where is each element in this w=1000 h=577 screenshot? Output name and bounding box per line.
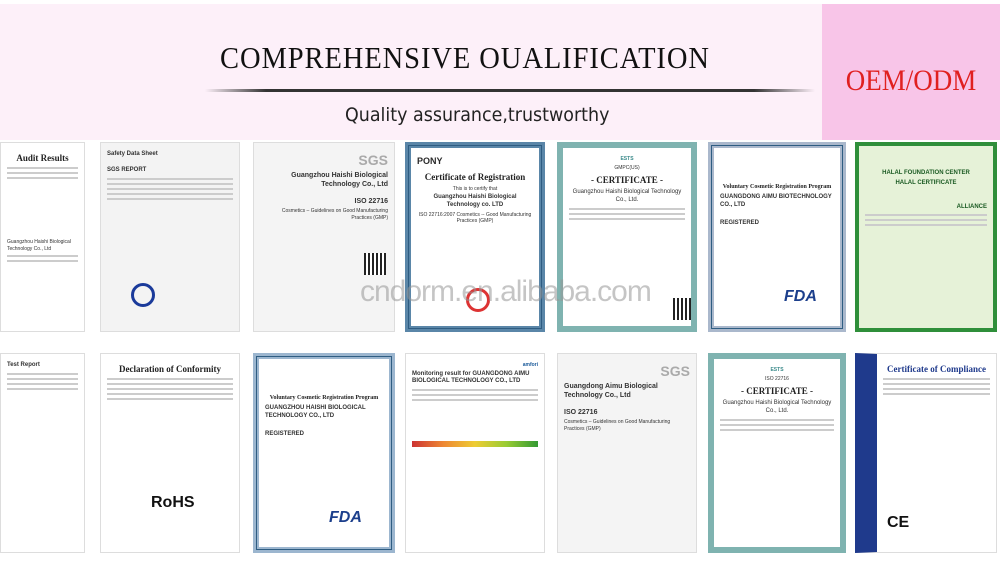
header-banner: COMPREHENSIVE OUALIFICATION Quality assu…: [0, 4, 822, 140]
cert-title: - CERTIFICATE -: [590, 175, 664, 185]
certificate-ests-gmpc: ESTS GMPC(US) - CERTIFICATE - Guangzhou …: [557, 142, 697, 332]
cert-status: REGISTERED: [265, 430, 305, 437]
cert-title: Audit Results: [16, 153, 69, 163]
title-divider: [205, 89, 815, 92]
oem-odm-label: OEM/ODM: [845, 64, 977, 97]
cert-scope: Cosmetics – Guidelines on Good Manufactu…: [564, 419, 671, 432]
rating-bar: [412, 441, 538, 448]
cert-company: Guangzhou Haishi Biological Technology c…: [433, 194, 517, 208]
page-title: COMPREHENSIVE OUALIFICATION: [220, 40, 710, 75]
qr-code-icon: [673, 298, 691, 320]
cert-title: Voluntary Cosmetic Registration Program: [722, 184, 832, 190]
cert-title: HALAL FOUNDATION CENTER: [882, 170, 970, 176]
fda-logo: FDA: [784, 288, 817, 305]
rohs-logo: RoHS: [151, 494, 195, 511]
fda-logo: FDA: [329, 509, 362, 526]
cert-company: Guangzhou Haishi Biological Technology C…: [722, 400, 832, 414]
cert-standard: ISO 22716: [354, 198, 388, 206]
stamp-icon: [131, 283, 155, 307]
ce-logo: CE: [887, 514, 910, 531]
certificate-test-report: Test Report: [0, 353, 85, 553]
certificate-amfori: amfori Monitoring result for GUANGDONG A…: [405, 353, 545, 553]
cert-standard: ISO 22716:2007 Cosmetics -- Good Manufac…: [418, 211, 532, 225]
cert-subtitle: SGS REPORT: [107, 166, 147, 173]
cert-company: Guangzhou Haishi Biological Technology C…: [7, 239, 71, 252]
cert-code: GMPC(US): [614, 164, 640, 171]
cert-code: ISO 22716: [765, 375, 789, 382]
qr-code-icon: [364, 253, 386, 275]
cert-title: Certificate of Compliance: [887, 364, 986, 374]
certificate-sgs-aimu: SGS Guangdong Aimu Biological Technology…: [557, 353, 697, 553]
cert-title: Certificate of Registration: [424, 171, 526, 182]
cert-scope: Cosmetics – Guidelines on Good Manufactu…: [281, 208, 388, 221]
cert-company: GUANGZHOU HAISHI BIOLOGICAL TECHNOLOGY C…: [265, 405, 366, 419]
amfori-logo: amfori: [522, 362, 538, 368]
cert-title: Declaration of Conformity: [119, 364, 221, 374]
certificate-halal: HALAL FOUNDATION CENTER HALAL CERTIFICAT…: [855, 142, 997, 332]
cert-company: Guangdong Aimu Biological Technology Co.…: [564, 383, 658, 400]
cert-line: This is to certify that: [452, 185, 498, 192]
watermark: cndorm.en.alibaba.com: [360, 275, 652, 308]
cert-title: Monitoring result for GUANGDONG AIMU BIO…: [412, 370, 530, 385]
alliance-logo: ALLIANCE: [956, 203, 987, 210]
cert-subtitle: HALAL CERTIFICATE: [895, 179, 957, 186]
cert-company: GUANGDONG AIMU BIOTECHNOLOGY CO., LTD: [720, 194, 832, 208]
cert-standard: ISO 22716: [564, 409, 598, 417]
certificate-ests-iso: ESTS ISO 22716 - CERTIFICATE - Guangzhou…: [708, 353, 846, 553]
pony-logo: PONY: [417, 156, 443, 166]
cert-title: Voluntary Cosmetic Registration Program: [269, 395, 379, 401]
certificate-sgs-gmp: SGS Guangzhou Haishi Biological Technolo…: [253, 142, 395, 332]
cert-status: REGISTERED: [720, 219, 760, 226]
sgs-logo: SGS: [358, 152, 388, 168]
ests-logo: ESTS: [770, 367, 784, 373]
cert-company: Guangzhou Haishi Biological Technology C…: [572, 189, 682, 203]
cert-company: Guangzhou Haishi Biological Technology C…: [291, 172, 388, 189]
certificate-fda-haishi: Voluntary Cosmetic Registration Program …: [253, 353, 395, 553]
cert-title: - CERTIFICATE -: [740, 386, 814, 396]
certificate-compliance: Certificate of Compliance CE: [855, 353, 997, 553]
cert-title: Safety Data Sheet: [107, 151, 158, 157]
certificate-rohs: Declaration of Conformity RoHS: [100, 353, 240, 553]
cert-title: Test Report: [7, 362, 40, 368]
certificate-audit: Audit Results Guangzhou Haishi Biologica…: [0, 142, 85, 332]
ests-logo: ESTS: [620, 156, 634, 162]
certificate-pony: PONY Certificate of Registration This is…: [405, 142, 545, 332]
oem-odm-badge: OEM/ODM: [822, 4, 1000, 140]
sgs-logo: SGS: [660, 363, 690, 379]
certificate-sds: Safety Data Sheet SGS REPORT: [100, 142, 240, 332]
page-subtitle: Quality assurance,trustworthy: [345, 104, 610, 126]
red-seal-icon: [466, 288, 490, 312]
certificate-fda-aimu: Voluntary Cosmetic Registration Program …: [708, 142, 846, 332]
